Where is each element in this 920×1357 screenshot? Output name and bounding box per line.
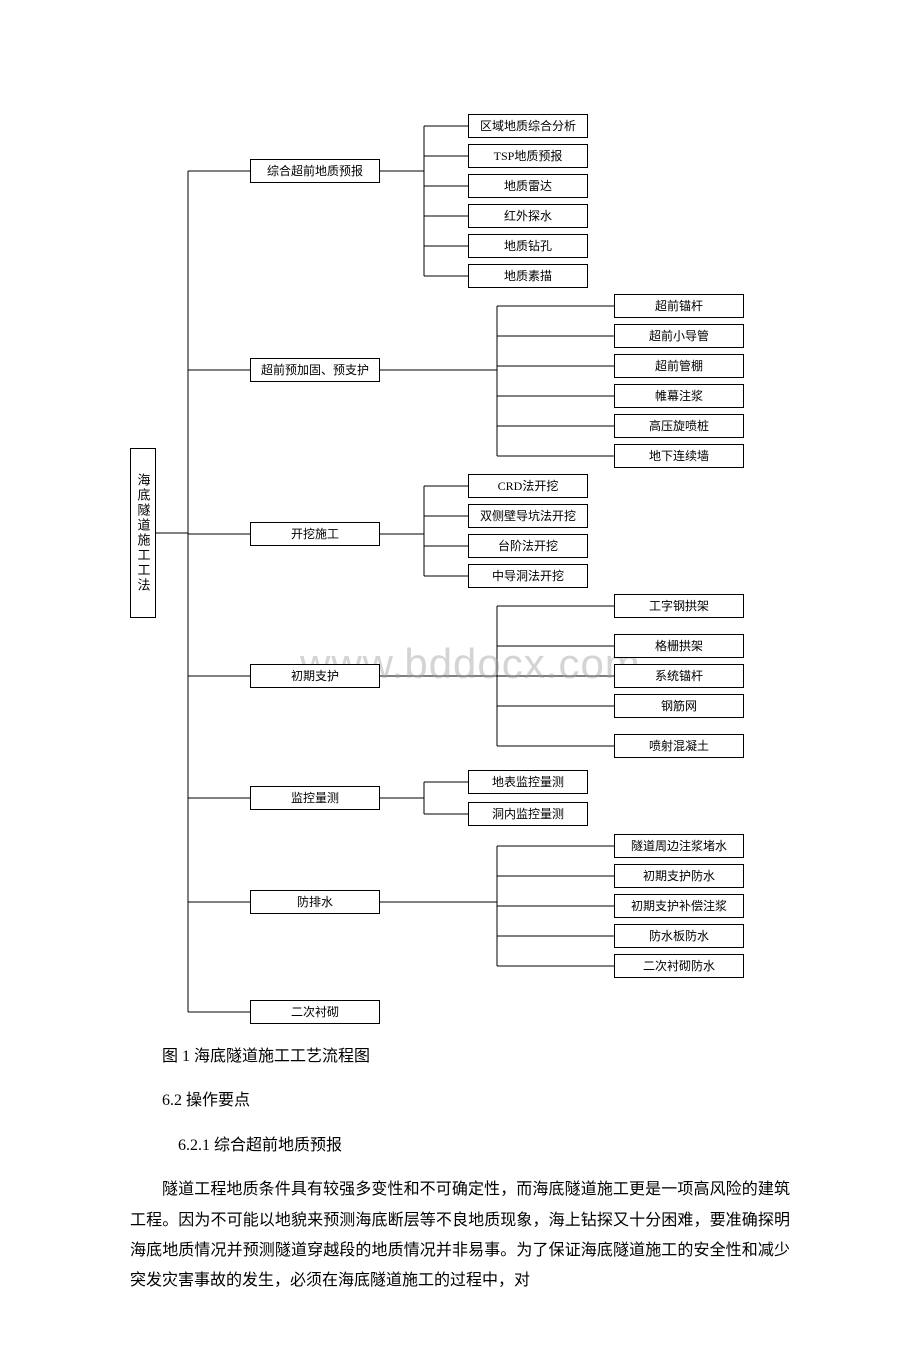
- leaf-node: 地质钻孔: [468, 234, 588, 258]
- branch-node: 综合超前地质预报: [250, 159, 380, 183]
- root-node: 海底隧道施工工法: [130, 448, 156, 618]
- leaf-node: 超前锚杆: [614, 294, 744, 318]
- heading-6-2: 6.2 操作要点: [130, 1086, 790, 1116]
- paragraph: 隧道工程地质条件具有较强多变性和不可确定性，而海底隧道施工更是一项高风险的建筑工…: [130, 1175, 790, 1297]
- leaf-node: 帷幕注浆: [614, 384, 744, 408]
- leaf-node: 工字钢拱架: [614, 594, 744, 618]
- figure-caption: 图 1 海底隧道施工工艺流程图: [130, 1042, 790, 1072]
- page: www.bddocx.com 海底隧道施工工法综合超前地质预报超前预加固、预支护…: [0, 110, 920, 1357]
- branch-node: 防排水: [250, 890, 380, 914]
- leaf-node: 格栅拱架: [614, 634, 744, 658]
- leaf-node: 中导洞法开挖: [468, 564, 588, 588]
- heading-6-2-1: 6.2.1 综合超前地质预报: [130, 1131, 790, 1161]
- leaf-node: 洞内监控量测: [468, 802, 588, 826]
- leaf-node: 地质素描: [468, 264, 588, 288]
- leaf-node: 系统锚杆: [614, 664, 744, 688]
- leaf-node: 地下连续墙: [614, 444, 744, 468]
- branch-node: 监控量测: [250, 786, 380, 810]
- leaf-node: CRD法开挖: [468, 474, 588, 498]
- leaf-node: 隧道周边注浆堵水: [614, 834, 744, 858]
- tree-diagram: www.bddocx.com 海底隧道施工工法综合超前地质预报超前预加固、预支护…: [130, 110, 790, 1030]
- branch-node: 初期支护: [250, 664, 380, 688]
- leaf-node: 钢筋网: [614, 694, 744, 718]
- leaf-node: TSP地质预报: [468, 144, 588, 168]
- branch-node: 二次衬砌: [250, 1000, 380, 1024]
- leaf-node: 初期支护补偿注浆: [614, 894, 744, 918]
- leaf-node: 超前小导管: [614, 324, 744, 348]
- branch-node: 开挖施工: [250, 522, 380, 546]
- leaf-node: 二次衬砌防水: [614, 954, 744, 978]
- leaf-node: 超前管棚: [614, 354, 744, 378]
- leaf-node: 高压旋喷桩: [614, 414, 744, 438]
- leaf-node: 初期支护防水: [614, 864, 744, 888]
- leaf-node: 区域地质综合分析: [468, 114, 588, 138]
- leaf-node: 防水板防水: [614, 924, 744, 948]
- leaf-node: 喷射混凝土: [614, 734, 744, 758]
- leaf-node: 地表监控量测: [468, 770, 588, 794]
- leaf-node: 双侧壁导坑法开挖: [468, 504, 588, 528]
- leaf-node: 红外探水: [468, 204, 588, 228]
- leaf-node: 台阶法开挖: [468, 534, 588, 558]
- branch-node: 超前预加固、预支护: [250, 358, 380, 382]
- leaf-node: 地质雷达: [468, 174, 588, 198]
- edge-layer: [130, 110, 790, 1030]
